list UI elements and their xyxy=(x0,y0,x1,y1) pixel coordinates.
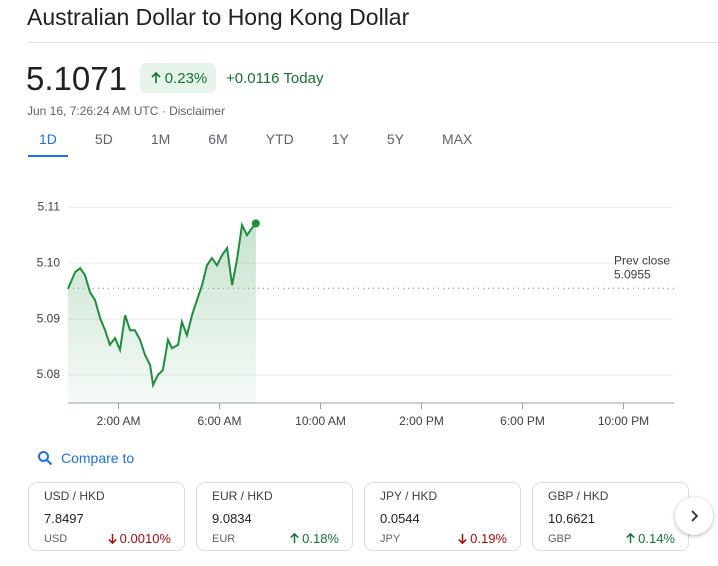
compare-button[interactable]: Compare to xyxy=(37,450,134,466)
range-tab[interactable]: 1M xyxy=(150,131,171,147)
card-price: 7.8497 xyxy=(44,511,84,526)
x-tick-label: 10:00 AM xyxy=(295,414,346,428)
compare-card[interactable]: JPY / HKD 0.0544 JPY 0.19% xyxy=(364,482,521,551)
y-tick-label: 5.10 xyxy=(37,255,61,269)
range-tabs: 1D 5D 1M 6M YTD 1Y 5Y MAX xyxy=(28,131,499,157)
card-price: 10.6621 xyxy=(548,511,595,526)
disclaimer-link[interactable]: Disclaimer xyxy=(169,104,226,118)
pair: USD / HKD xyxy=(44,489,105,503)
currency: USD xyxy=(44,533,68,545)
area-fill xyxy=(68,223,256,403)
x-tick-label: 2:00 PM xyxy=(399,414,444,428)
y-tick-label: 5.08 xyxy=(37,367,61,381)
card-price: 0.0544 xyxy=(380,511,420,526)
change-value: 0.19% xyxy=(470,531,507,546)
x-tick-label: 6:00 PM xyxy=(500,414,545,428)
pair: JPY / HKD xyxy=(380,489,438,503)
card-change: 0.19% xyxy=(456,531,507,546)
up-arrow xyxy=(290,532,299,544)
compare-card[interactable]: EUR / HKD 9.0834 EUR 0.18% xyxy=(196,482,353,551)
search-icon xyxy=(38,451,53,466)
y-tick-label: 5.11 xyxy=(38,199,61,213)
compare-label: Compare to xyxy=(61,450,135,466)
timestamp-line: Jun 16, 7:26:24 AM UTC · Disclaimer xyxy=(27,104,226,118)
card-change: 0.0010% xyxy=(106,531,171,546)
chart: 5.08 5.09 5.10 5.11 2:00 AM 6:00 AM 10:00 AM 2:… xyxy=(37,199,674,428)
x-tick-label: 10:00 PM xyxy=(598,414,649,428)
current-point xyxy=(251,219,260,228)
change-today: +0.0116 Today xyxy=(226,70,324,87)
pair: EUR / HKD xyxy=(212,489,273,503)
chevron xyxy=(691,510,699,522)
range-tab[interactable]: 6M xyxy=(208,131,228,147)
price-line xyxy=(67,221,257,389)
range-tab[interactable]: 5Y xyxy=(386,131,404,147)
range-tab[interactable]: YTD xyxy=(265,131,294,147)
page-title: Australian Dollar to Hong Kong Dollar xyxy=(27,4,410,30)
x-tick-label: 6:00 AM xyxy=(197,414,241,428)
currency: JPY xyxy=(380,533,401,545)
x-tick-label: 2:00 AM xyxy=(96,414,140,428)
next-button[interactable] xyxy=(675,497,713,535)
down-arrow xyxy=(107,533,117,545)
range-tab[interactable]: MAX xyxy=(441,131,473,147)
change-value: 0.0010% xyxy=(119,531,171,546)
currency: GBP xyxy=(548,533,572,545)
y-tick-label: 5.09 xyxy=(37,311,61,325)
card-change: 0.18% xyxy=(288,531,339,546)
up-arrow xyxy=(626,532,635,544)
timestamp: Jun 16, 7:26:24 AM UTC xyxy=(27,104,159,118)
compare-card[interactable]: USD / HKD 7.8497 USD 0.0010% xyxy=(28,482,185,551)
change-value: 0.18% xyxy=(302,531,339,546)
down-arrow xyxy=(458,533,467,545)
change-badge: 0.23% xyxy=(140,63,216,93)
change-percent: 0.23% xyxy=(164,69,208,87)
card-price: 9.0834 xyxy=(212,511,252,526)
pair: GBP / HKD xyxy=(548,489,609,503)
range-tab[interactable]: 5D xyxy=(94,131,113,147)
prev-close-label: Prev close xyxy=(614,253,670,267)
compare-card[interactable]: GBP / HKD 10.6621 GBP 0.14% xyxy=(532,482,689,551)
change-value: 0.14% xyxy=(638,531,675,546)
range-tab[interactable]: 1Y xyxy=(331,131,349,147)
card-change: 0.14% xyxy=(624,531,675,546)
prev-close-value: 5.0955 xyxy=(614,267,651,281)
price: 5.1071 xyxy=(26,60,127,97)
currency: EUR xyxy=(212,533,236,545)
divider xyxy=(27,42,718,43)
up-arrow xyxy=(151,71,161,83)
range-tab[interactable]: 1D xyxy=(28,131,68,157)
